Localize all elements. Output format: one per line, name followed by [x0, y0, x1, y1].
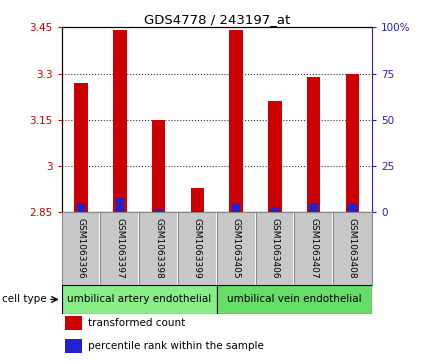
- Bar: [346, 74, 359, 212]
- Title: GDS4778 / 243197_at: GDS4778 / 243197_at: [144, 13, 290, 26]
- Bar: [230, 30, 243, 212]
- Bar: [309, 203, 318, 212]
- Text: umbilical vein endothelial: umbilical vein endothelial: [227, 294, 362, 305]
- Bar: [154, 209, 163, 212]
- Text: transformed count: transformed count: [88, 318, 185, 328]
- Bar: [348, 203, 357, 212]
- Bar: [65, 339, 82, 353]
- Bar: [152, 120, 165, 212]
- Bar: [232, 203, 241, 212]
- Text: GSM1063407: GSM1063407: [309, 218, 318, 279]
- Bar: [65, 317, 82, 330]
- Bar: [116, 197, 124, 212]
- Bar: [193, 211, 201, 212]
- Bar: [307, 77, 320, 212]
- Bar: [190, 188, 204, 212]
- Text: umbilical artery endothelial: umbilical artery endothelial: [67, 294, 211, 305]
- Bar: [62, 285, 217, 314]
- Bar: [113, 30, 127, 212]
- Text: percentile rank within the sample: percentile rank within the sample: [88, 341, 264, 351]
- Text: GSM1063396: GSM1063396: [76, 218, 85, 279]
- Bar: [268, 101, 282, 212]
- Text: GSM1063398: GSM1063398: [154, 218, 163, 279]
- Text: GSM1063397: GSM1063397: [115, 218, 124, 279]
- Text: GSM1063408: GSM1063408: [348, 218, 357, 279]
- Text: GSM1063406: GSM1063406: [270, 218, 279, 279]
- Text: GSM1063399: GSM1063399: [193, 218, 202, 279]
- Bar: [271, 207, 279, 212]
- Text: cell type: cell type: [2, 294, 47, 305]
- Bar: [217, 285, 372, 314]
- Bar: [74, 83, 88, 212]
- Bar: [77, 203, 85, 212]
- Text: GSM1063405: GSM1063405: [232, 218, 241, 279]
